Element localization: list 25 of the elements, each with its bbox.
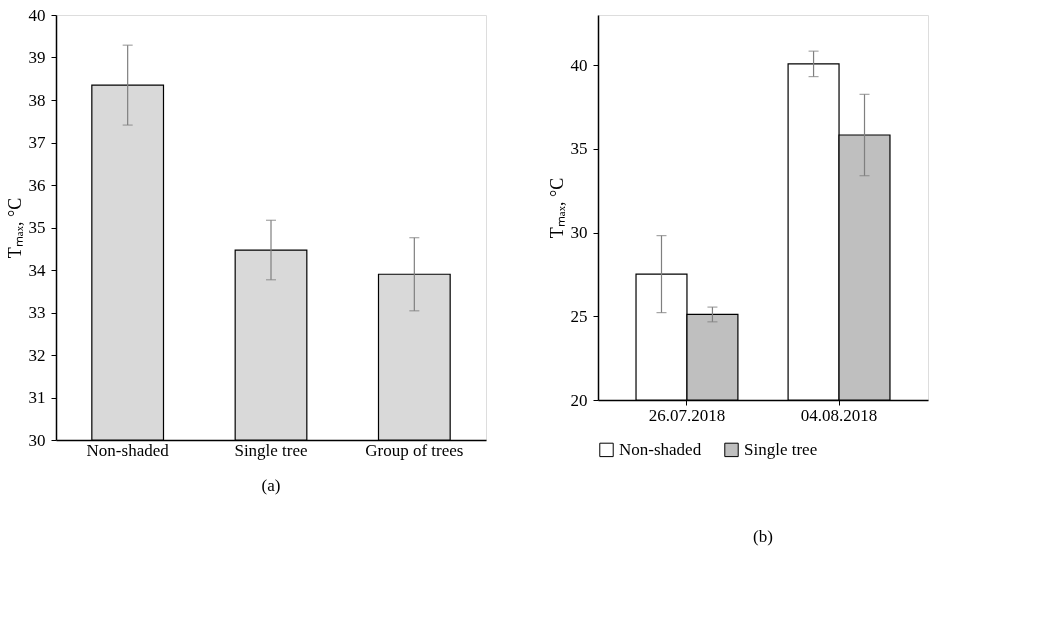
- y-tick-label: 35: [28, 218, 46, 237]
- x-tick-label: Group of trees: [365, 440, 464, 460]
- y-tick-label: 33: [28, 303, 46, 322]
- x-tick-label: Non-shaded: [86, 440, 170, 460]
- y-axis-title: Tₘₐₓ, °C: [546, 177, 567, 239]
- y-tick-label: 37: [28, 133, 46, 152]
- text: (b): [753, 527, 773, 546]
- y-tick-label: 39: [28, 48, 46, 67]
- x-tick-label: 26.07.2018: [648, 405, 726, 425]
- y-tick-label: 30: [570, 223, 588, 243]
- y-tick-label: 35: [570, 139, 588, 159]
- y-axis-title: Tₘₐₓ, °C: [4, 197, 25, 259]
- y-tick-label: 40: [570, 55, 588, 75]
- y-tick-label: 30: [28, 430, 46, 450]
- y-tick-label: 38: [28, 90, 46, 110]
- y-tick-label: 20: [570, 390, 588, 410]
- y-tick-label: 32: [28, 345, 46, 365]
- text: (a): [261, 476, 281, 495]
- y-tick-label: 36: [28, 175, 46, 195]
- y-tick-label: 31: [28, 388, 46, 407]
- x-tick-label: 04.08.2018: [800, 405, 878, 425]
- y-tick-label: 25: [570, 306, 588, 326]
- y-tick-label: 34: [28, 260, 46, 280]
- x-tick-label: Single tree: [234, 440, 308, 460]
- y-tick-label: 40: [28, 5, 46, 25]
